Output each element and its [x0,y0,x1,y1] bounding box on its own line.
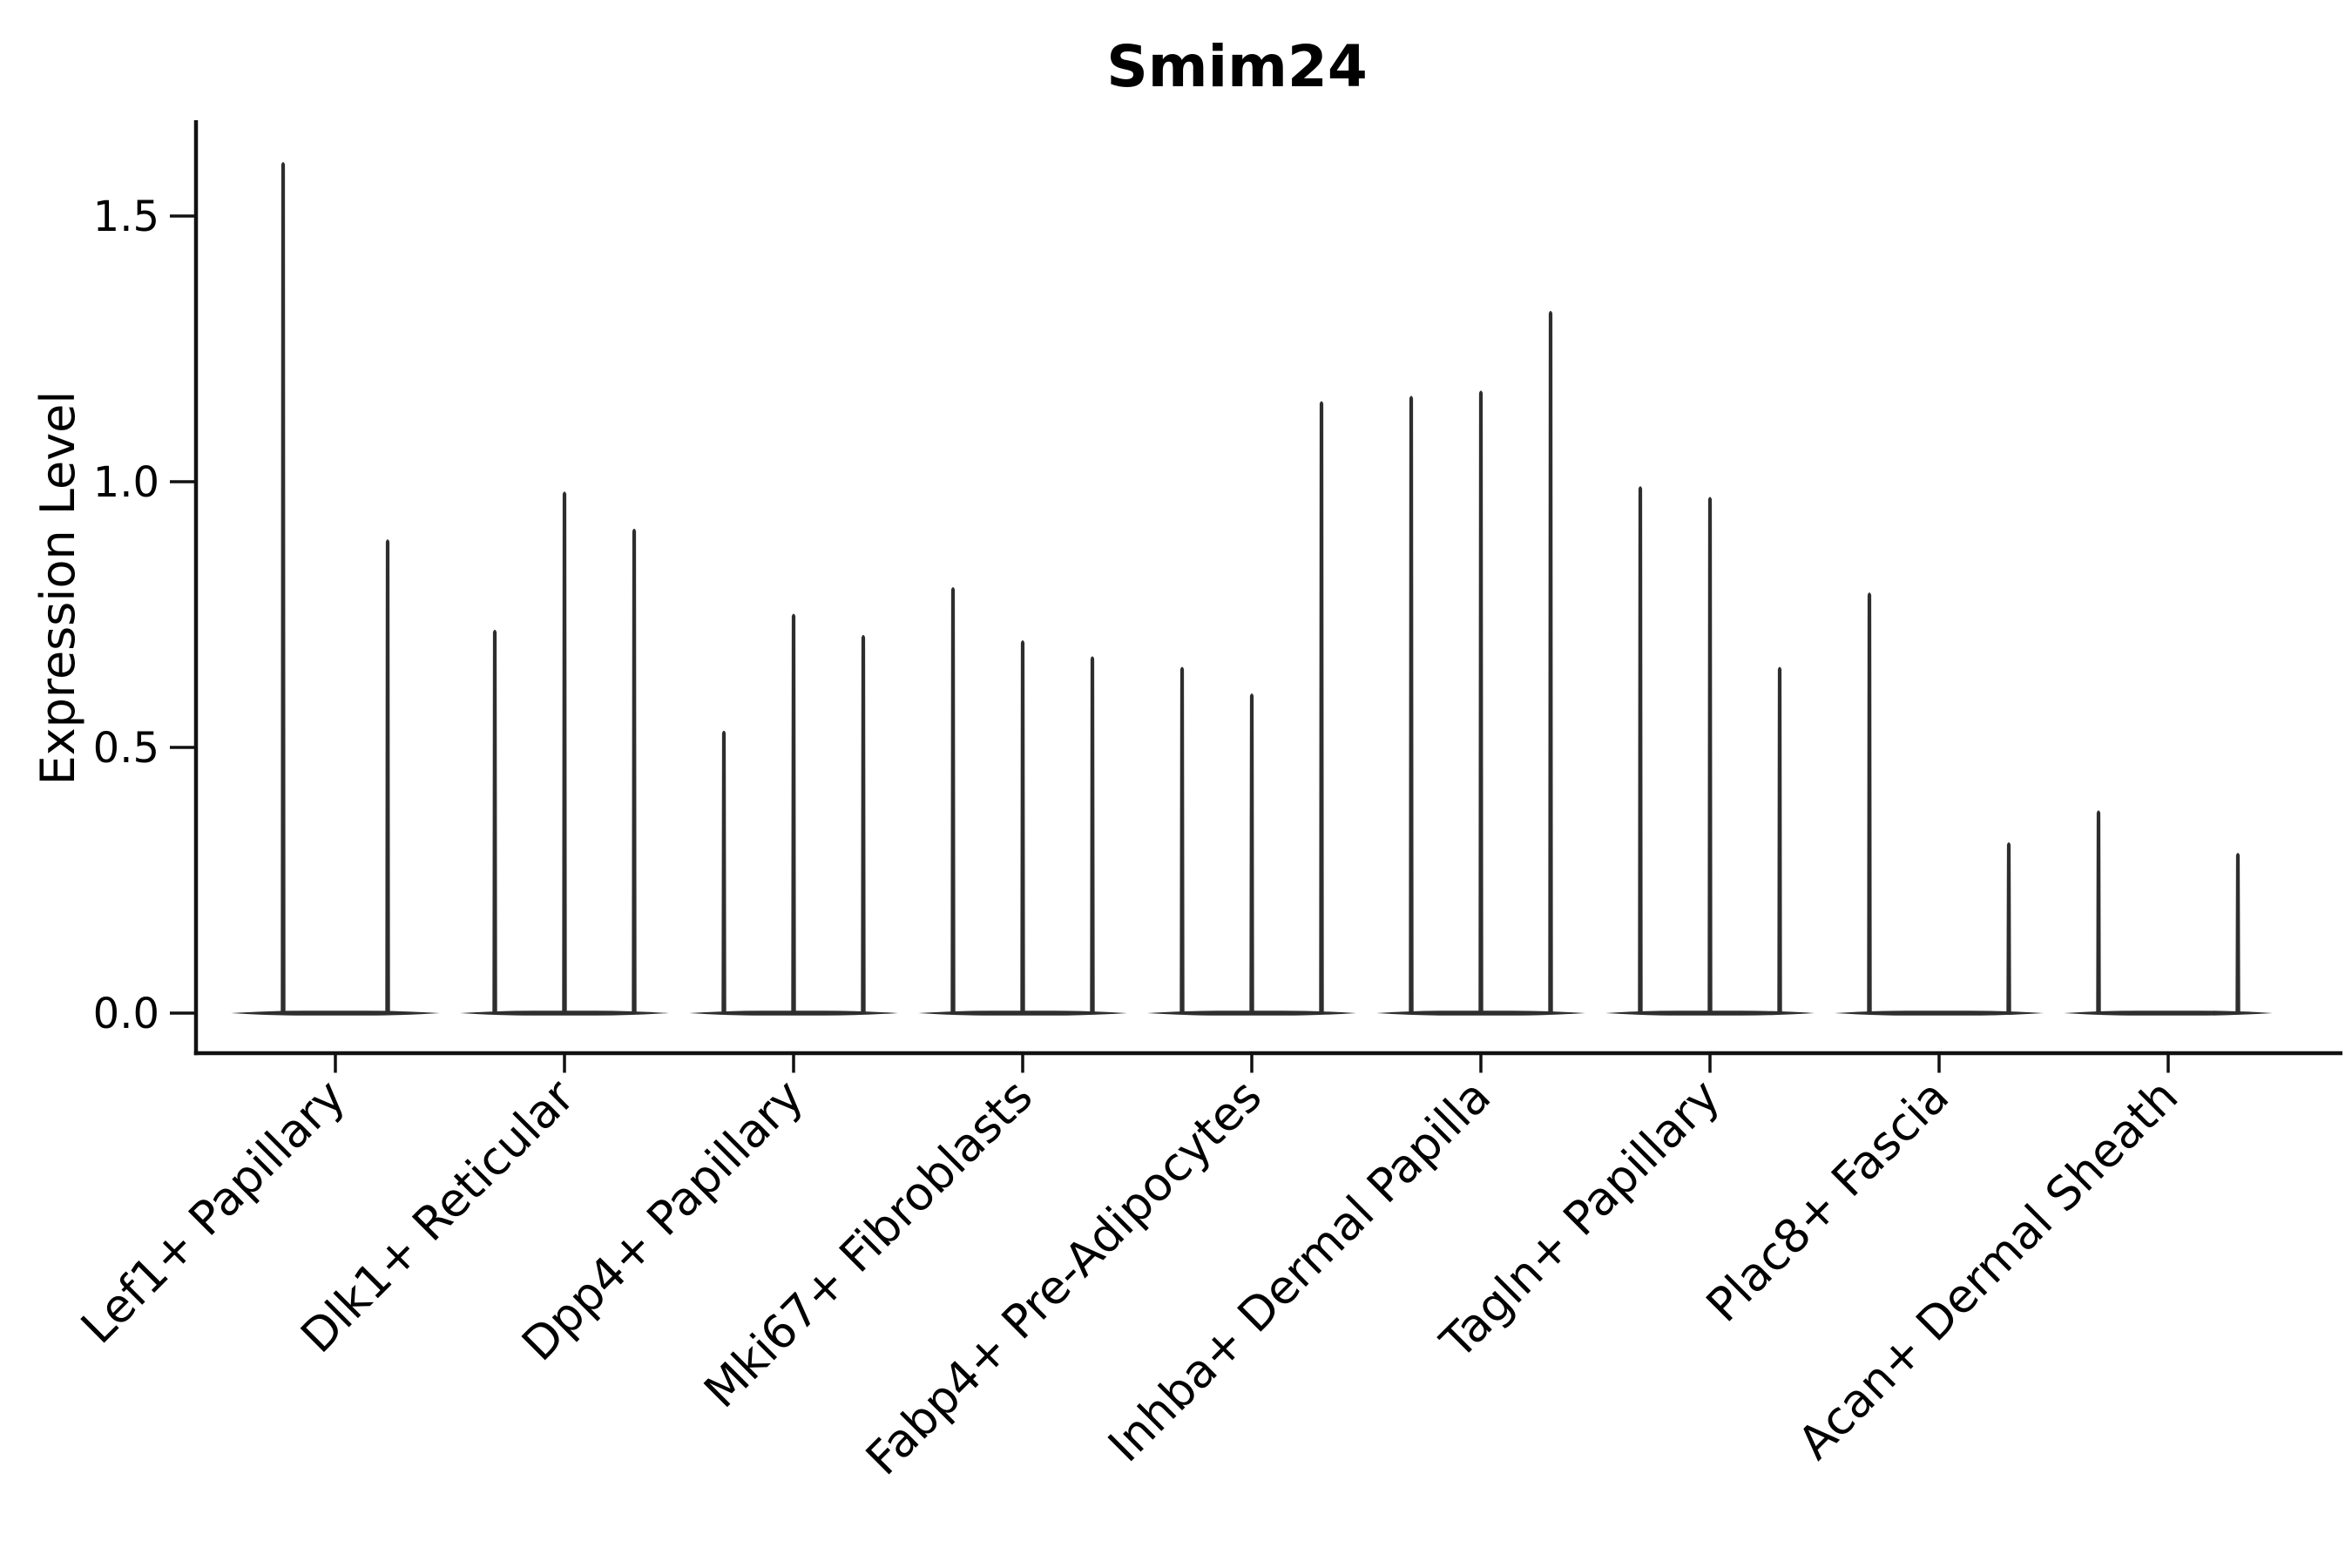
violin-spike [1548,310,1553,1014]
violin-spike [1478,390,1484,1014]
y-axis-label: Expression Level [30,391,85,786]
x-tick-label: Inhba+ Dermal Papilla [1098,1070,1501,1472]
violin-spike [385,539,390,1014]
violin-spike [1409,395,1414,1014]
violin-spike [2235,853,2240,1014]
violin-spike [562,491,567,1014]
violin-baseline [1835,1010,2044,1016]
violin-spike [1319,401,1324,1014]
violin-spike [1867,592,1872,1014]
x-tick-label: Plac8+ Fascia [1697,1070,1959,1332]
violin-baseline [231,1010,440,1016]
violin-spike [1090,656,1095,1014]
y-tick-label: 0.5 [93,724,159,773]
violin-spike [1020,640,1025,1014]
violin-spike [721,730,727,1014]
violin-spike [1777,666,1782,1014]
violin-spike [950,587,956,1014]
y-tick-label: 0.0 [93,990,159,1038]
x-tick-label: Fabp4+ Pre-Adipocytes [856,1070,1272,1485]
y-tick-label: 1.5 [93,193,159,241]
violin-spike [280,162,286,1014]
violin-spike [2006,841,2011,1014]
violin-spike [1707,497,1713,1014]
y-tick-labels: 0.0 0.5 1.0 1.5 [93,193,159,1038]
violin-spike [2096,810,2101,1014]
axes [170,120,2342,1073]
violin-spike [632,529,637,1014]
violin-spike [1249,693,1254,1014]
violin-baseline [2064,1010,2273,1016]
chart-title: Smim24 [1106,33,1368,100]
violin-spike [861,635,866,1014]
violin-spike [1638,486,1643,1014]
violins-layer [231,162,2273,1016]
violin-spike [492,629,497,1014]
violin-spike [791,613,796,1014]
x-tick-label: Acan+ Dermal Sheath [1788,1070,2188,1470]
violin-spike [1179,666,1185,1014]
y-tick-label: 1.0 [93,458,159,507]
